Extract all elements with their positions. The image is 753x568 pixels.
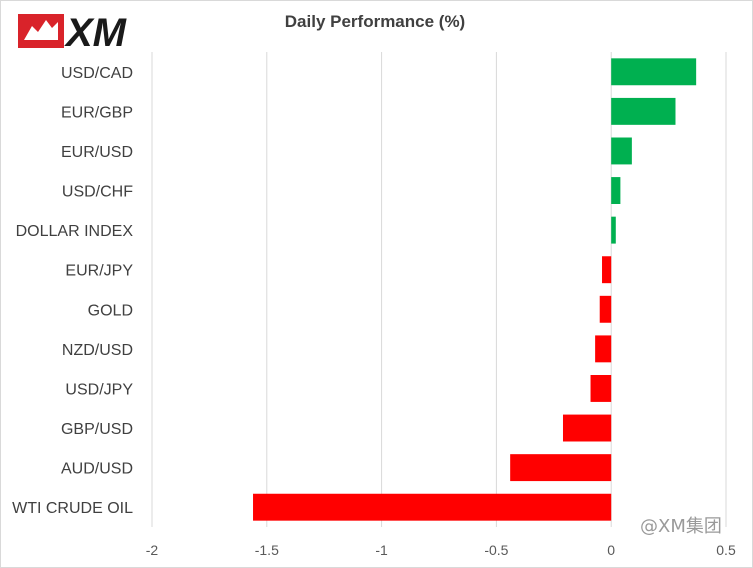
x-tick-label: -1 [375, 542, 388, 558]
xm-logo-icon: XM [18, 11, 128, 55]
category-label: EUR/GBP [61, 104, 133, 121]
bar [253, 493, 612, 521]
category-label: GOLD [88, 302, 133, 319]
x-tick-labels: -2 -1.5 -1 -0.5 0 0.5 [146, 542, 736, 558]
bar [611, 58, 697, 86]
bar [611, 97, 676, 125]
category-label: USD/CHF [62, 184, 133, 201]
chart-title: Daily Performance (%) [284, 12, 466, 31]
bar [602, 256, 612, 284]
x-tick-label: -2 [146, 542, 159, 558]
x-tick-label: -1.5 [255, 542, 279, 558]
bar [595, 335, 612, 363]
category-label: NZD/USD [62, 342, 133, 359]
category-label: GBP/USD [61, 421, 133, 438]
xm-logo: XM [18, 10, 154, 55]
logo-text: XM [64, 11, 128, 52]
category-labels: USD/CAD EUR/GBP EUR/USD USD/CHF DOLLAR INDEX… [12, 65, 133, 517]
bar [599, 295, 612, 323]
x-tick-label: 0.5 [716, 542, 736, 558]
bar [611, 137, 632, 165]
bar [510, 454, 612, 482]
category-label: EUR/USD [61, 144, 133, 161]
x-tick-label: 0 [607, 542, 615, 558]
bar [611, 216, 616, 244]
category-label: USD/JPY [65, 381, 133, 398]
category-label: AUD/USD [61, 461, 133, 478]
bar [590, 375, 612, 402]
category-label: EUR/JPY [65, 263, 133, 280]
category-label: USD/CAD [61, 65, 133, 82]
category-label: WTI CRUDE OIL [12, 500, 133, 517]
watermark: @XM集团 [640, 516, 722, 537]
category-label: DOLLAR INDEX [16, 223, 134, 240]
x-tick-label: -0.5 [484, 542, 508, 558]
grid-lines [151, 52, 727, 527]
bars [253, 58, 697, 521]
bar [562, 414, 612, 442]
bar [611, 177, 621, 204]
